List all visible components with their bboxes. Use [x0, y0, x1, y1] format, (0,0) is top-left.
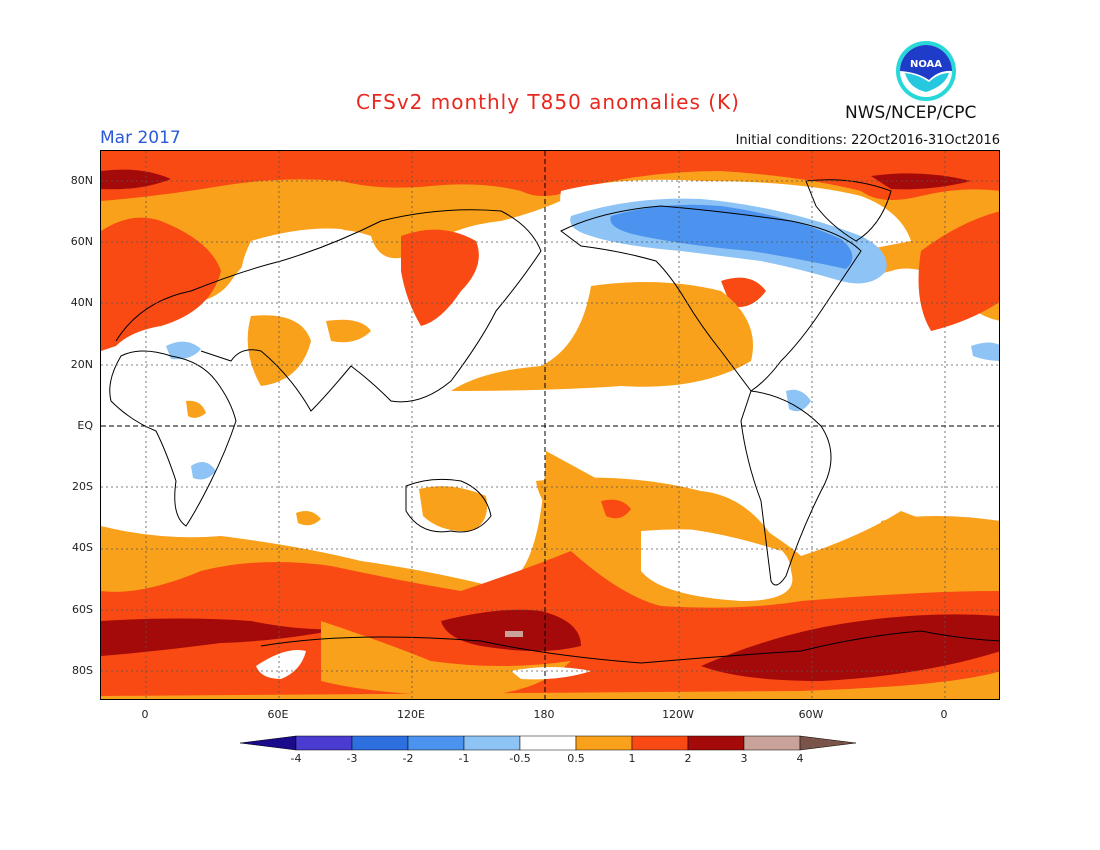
s-america-light-blue — [786, 389, 811, 412]
lat-label-eq: EQ — [77, 419, 93, 432]
colorbar-arrow-max — [799, 735, 857, 751]
asia-interior-orange — [247, 315, 311, 386]
nh-orange-band — [101, 151, 999, 321]
antarctica-outline — [260, 630, 999, 664]
colorbar-box — [743, 735, 801, 751]
colorbar-box — [295, 735, 353, 751]
colorbar-box — [463, 735, 521, 751]
east-atlantic-red — [918, 211, 999, 331]
colorbar-box — [575, 735, 633, 751]
s-america-outline — [740, 390, 832, 586]
lat-label-20s: 20S — [72, 480, 93, 493]
colorbar-box — [687, 735, 745, 751]
colorbar-box — [631, 735, 689, 751]
graticule — [101, 151, 999, 699]
south-pacific-orange — [536, 477, 781, 551]
south-atlantic-orange — [881, 516, 999, 534]
initial-conditions: Initial conditions: 22Oct2016-31Oct2016 — [735, 133, 1000, 148]
tibet-orange — [326, 319, 371, 343]
europe-asia-outline — [115, 209, 542, 412]
colorbar-box — [519, 735, 577, 751]
asia-red — [401, 229, 479, 326]
europe-red — [101, 217, 221, 351]
nh-red-band — [101, 151, 999, 201]
lat-label-60s: 60S — [72, 603, 93, 616]
lat-label-60n: 60N — [70, 235, 93, 248]
colorbar-tick-label: -0.5 — [509, 752, 531, 765]
anomaly-map — [100, 150, 1000, 700]
coastlines — [109, 179, 999, 664]
indian-ocean-orange-spot — [296, 511, 321, 526]
australia-orange — [419, 486, 487, 532]
antarctic-orange — [321, 621, 571, 696]
chart-title: CFSv2 monthly T850 anomalies (K) — [356, 90, 740, 114]
logo-text: NOAA — [910, 59, 942, 70]
south-pacific-red-spot — [601, 499, 631, 519]
colorbar-tick-label: -4 — [290, 752, 302, 765]
agency-label: NWS/NCEP/CPC — [845, 103, 977, 123]
sh-darkred-band-east — [701, 614, 999, 681]
lat-label-80n: 80N — [70, 174, 93, 187]
sh-tip-pink — [505, 631, 523, 637]
lat-label-80s: 80S — [72, 664, 93, 677]
colorbar-tick-label: 3 — [740, 752, 748, 765]
lon-label-0-east: 0 — [940, 708, 948, 721]
n-africa-light-blue — [166, 341, 201, 360]
canada-mid-blue — [610, 204, 853, 269]
colorbar-tick-label: -1 — [458, 752, 470, 765]
lon-label-0: 0 — [141, 708, 149, 721]
colorbar-tick-label: 1 — [628, 752, 636, 765]
lat-label-40n: 40N — [70, 296, 93, 309]
colorbar-box — [407, 735, 465, 751]
lon-label-120e: 120E — [397, 708, 425, 721]
africa-outline — [109, 350, 237, 527]
valid-month: Mar 2017 — [100, 128, 181, 148]
colorbar-arrow-min — [239, 735, 297, 751]
sh-darkred-band-west — [101, 618, 341, 656]
n-atlantic-light-blue — [971, 342, 999, 361]
colorbar — [239, 735, 857, 751]
s-africa-light-blue — [191, 462, 216, 480]
colorbar-tick-label: -3 — [346, 752, 358, 765]
west-africa-orange — [186, 400, 206, 418]
lon-label-180: 180 — [533, 708, 555, 721]
n-america-outline — [560, 205, 862, 392]
noaa-logo: NOAA — [895, 40, 957, 102]
atlantic-white — [801, 271, 931, 393]
lat-label-40s: 40S — [72, 541, 93, 554]
lon-label-60e: 60E — [267, 708, 289, 721]
arctic-darkred-west — [101, 169, 171, 190]
colorbar-tick-label: 0.5 — [567, 752, 585, 765]
lon-label-60w: 60W — [798, 708, 824, 721]
colorbar-box — [351, 735, 409, 751]
australia-outline — [405, 478, 492, 533]
lat-label-20n: 20N — [70, 358, 93, 371]
antarctic-white-east — [511, 667, 591, 680]
colorbar-tick-label: -2 — [402, 752, 414, 765]
n-asia-white — [241, 228, 367, 316]
colorbar-tick-label: 4 — [796, 752, 804, 765]
usa-red — [721, 277, 766, 307]
colorbar-tick-label: 2 — [684, 752, 692, 765]
lon-label-120w: 120W — [662, 708, 694, 721]
n-pacific-orange — [451, 282, 753, 391]
antarctic-white-west — [256, 650, 306, 679]
